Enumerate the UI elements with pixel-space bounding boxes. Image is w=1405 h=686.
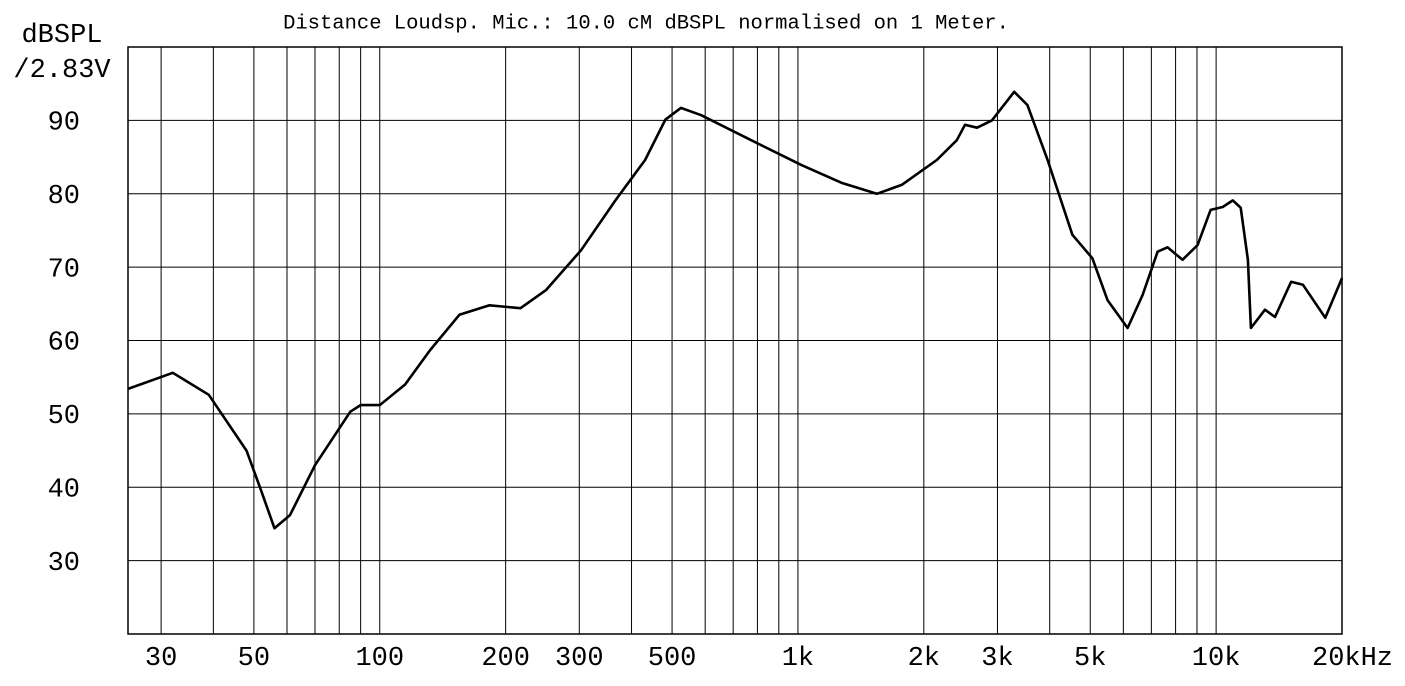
x-tick-label: 200 — [481, 644, 530, 674]
y-axis-label: /2.83V — [13, 56, 111, 86]
x-tick-label: 10k — [1192, 644, 1241, 674]
x-tick-label: 3k — [981, 644, 1013, 674]
x-tick-label: 50 — [238, 644, 270, 674]
x-tick-label: 500 — [648, 644, 697, 674]
y-tick-label: 90 — [48, 109, 80, 139]
x-tick-label: 5k — [1074, 644, 1106, 674]
response-curve — [127, 90, 1344, 530]
y-tick-label: 70 — [48, 255, 80, 285]
x-tick-label: 300 — [555, 644, 604, 674]
plot-frame — [127, 46, 1343, 635]
x-tick-label: 1k — [782, 644, 814, 674]
y-tick-label: 80 — [48, 182, 80, 212]
y-tick-label: 40 — [48, 475, 80, 505]
y-tick-label: 50 — [48, 402, 80, 432]
y-tick-label: 60 — [48, 329, 80, 359]
x-tick-label: 100 — [355, 644, 404, 674]
chart-title: Distance Loudsp. Mic.: 10.0 cM dBSPL nor… — [283, 12, 1009, 35]
y-tick-label: 30 — [48, 549, 80, 579]
x-tick-label: 2k — [908, 644, 940, 674]
x-tick-label: 30 — [145, 644, 177, 674]
x-tick-label: 20kHz — [1312, 644, 1393, 674]
y-axis-label: dBSPL — [21, 21, 102, 51]
